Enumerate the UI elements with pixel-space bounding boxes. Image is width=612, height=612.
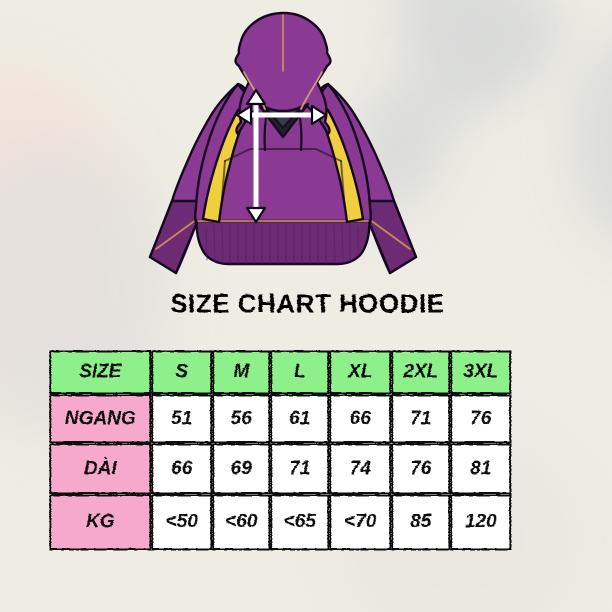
svg-text:SIZE CHART HOODIE: SIZE CHART HOODIE — [170, 288, 444, 318]
